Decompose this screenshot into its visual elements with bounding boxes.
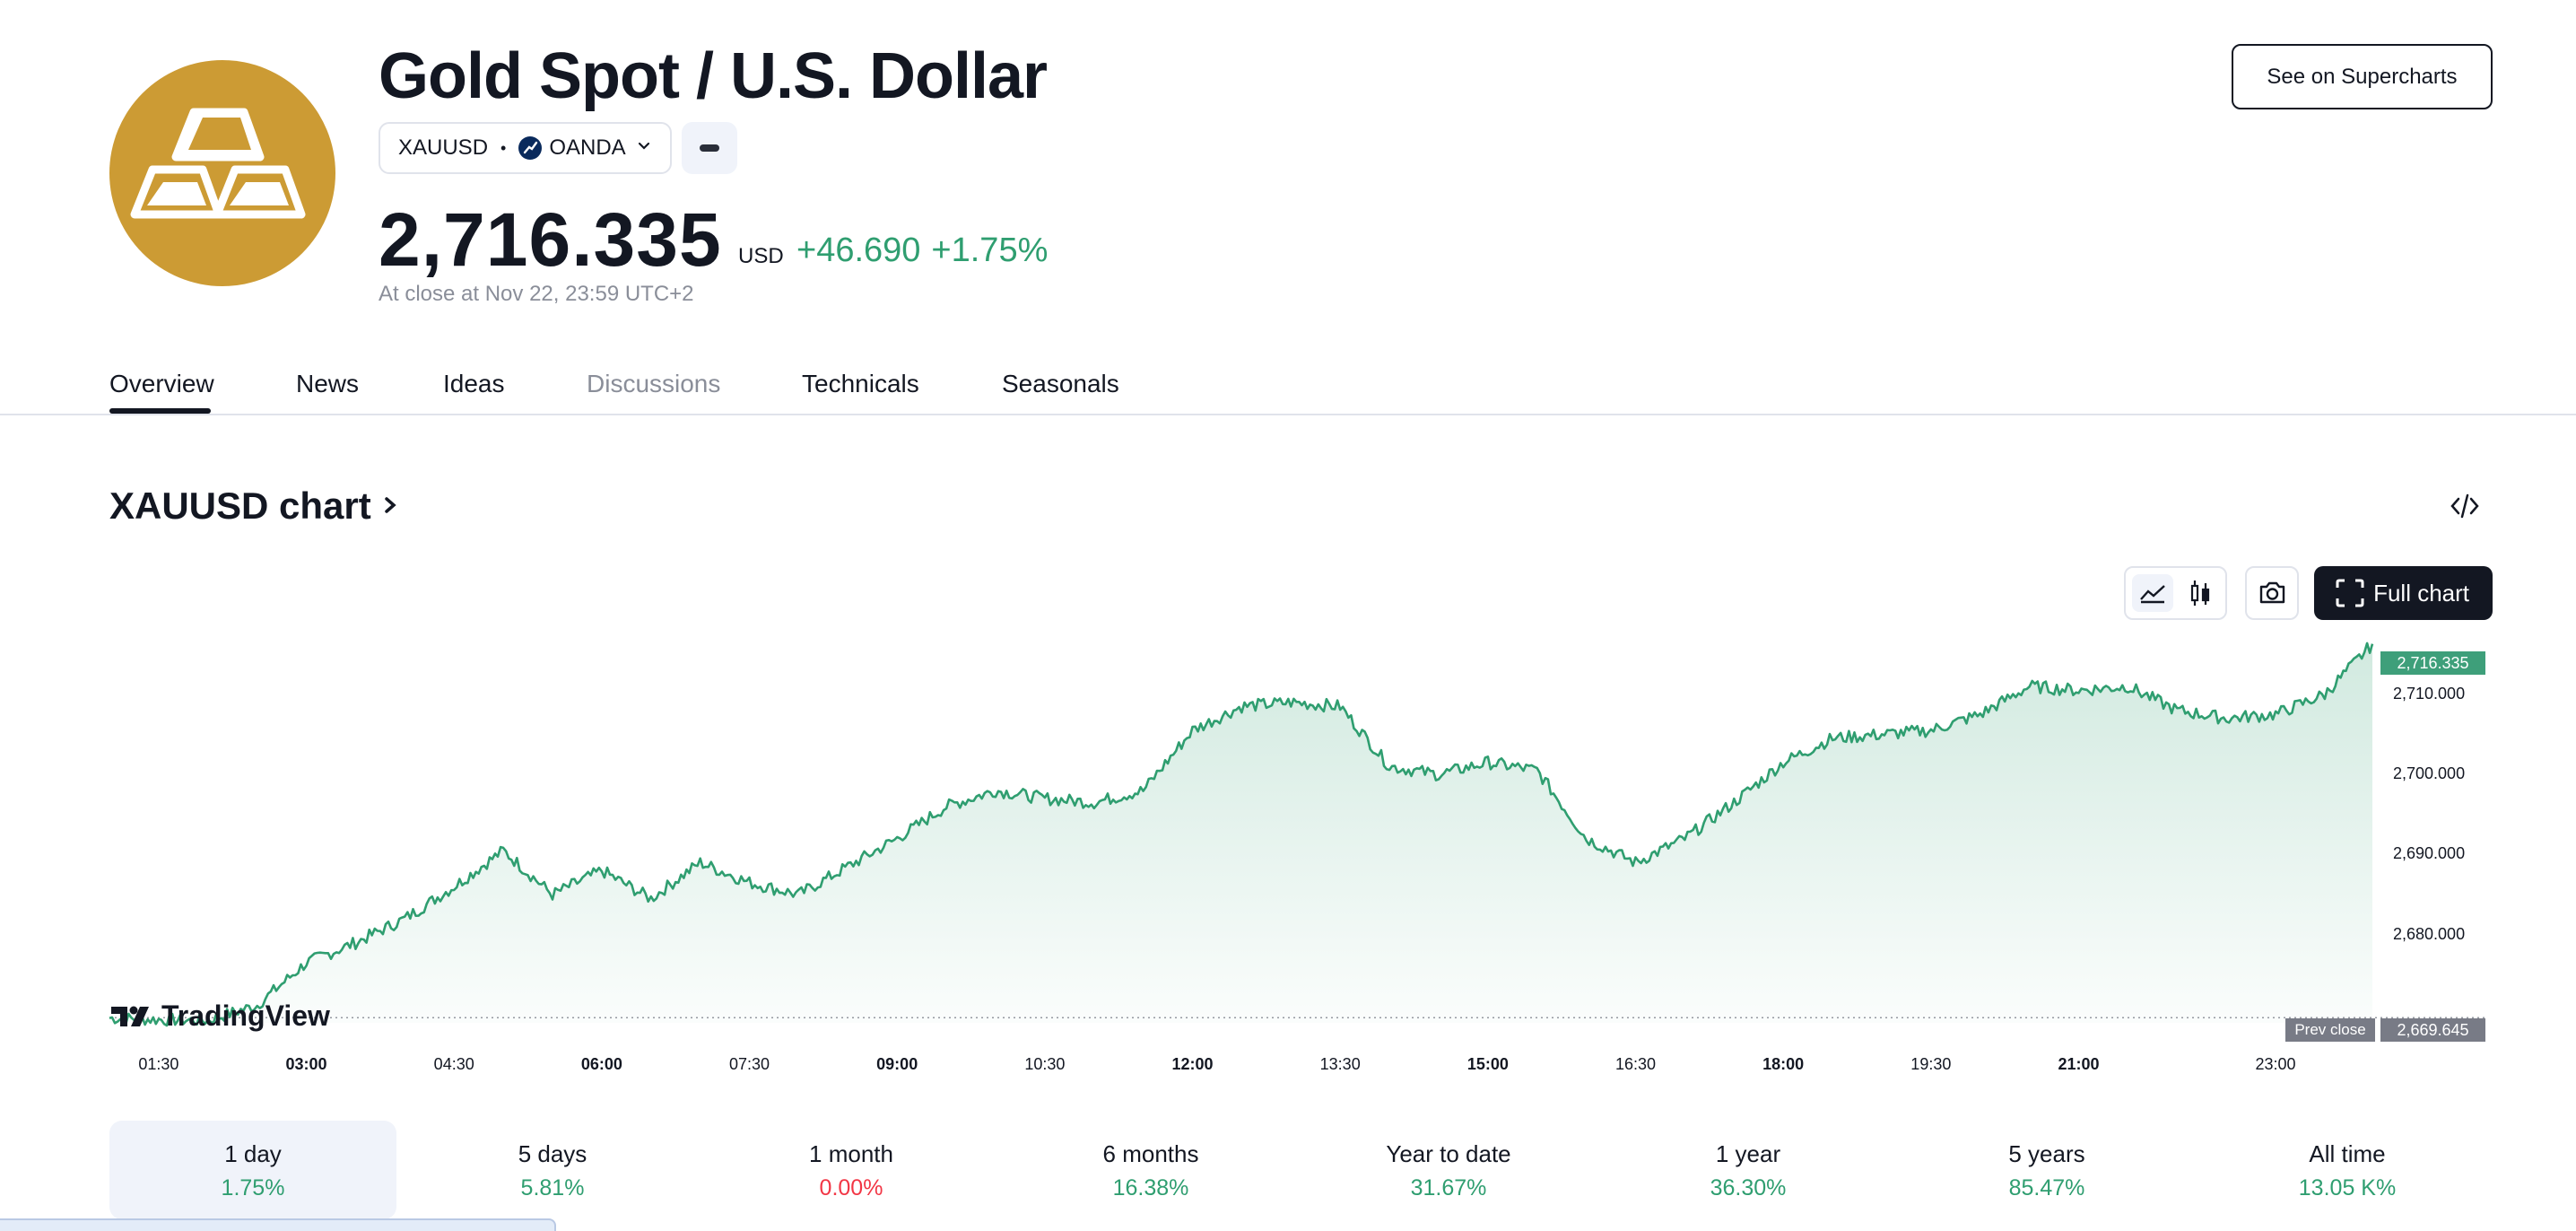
prev-close-label: Prev close — [2285, 1018, 2375, 1042]
active-tab-indicator — [109, 408, 211, 414]
period-label: 5 years — [2008, 1140, 2085, 1167]
period-value: 13.05 K% — [2298, 1175, 2397, 1200]
x-tick-label: 07:30 — [729, 1055, 770, 1073]
period-value: 16.38% — [1112, 1175, 1189, 1200]
tab-overview[interactable]: Overview — [109, 370, 214, 397]
x-tick-label: 03:00 — [285, 1055, 327, 1073]
period-performance: 1 day 1.75% 5 days 5.81% 1 month 0.00% 6… — [109, 1121, 2493, 1219]
last-price: 2,716.335 — [379, 197, 722, 282]
price-chart[interactable] — [0, 628, 2576, 1077]
fullscreen-icon — [2336, 579, 2364, 607]
price-area-fill — [109, 642, 2372, 1026]
change-percent: +1.75% — [931, 231, 1049, 269]
x-tick-label: 13:30 — [1319, 1055, 1361, 1073]
oanda-icon — [518, 136, 543, 160]
gold-bars-icon — [109, 60, 335, 286]
period-value: 36.30% — [1710, 1175, 1787, 1200]
x-tick-label: 06:00 — [580, 1055, 622, 1073]
price-series-line — [109, 642, 2374, 1027]
period-label: 1 year — [1715, 1140, 1781, 1167]
x-tick-label: 09:00 — [876, 1055, 918, 1073]
chevron-down-icon — [636, 135, 652, 161]
period-1-month[interactable]: 1 month 0.00% — [708, 1121, 995, 1219]
period-6-months[interactable]: 6 months 16.38% — [1007, 1121, 1294, 1219]
tab-seasonals[interactable]: Seasonals — [1002, 370, 1119, 397]
symbol-ticker: XAUUSD — [398, 135, 489, 160]
period-value: 85.47% — [2008, 1175, 2085, 1200]
y-tick-label: 2,690.000 — [2393, 844, 2466, 863]
period-label: Year to date — [1386, 1140, 1511, 1167]
camera-icon[interactable] — [2245, 566, 2299, 620]
x-tick-label: 10:30 — [1024, 1055, 1066, 1073]
minus-icon[interactable] — [682, 122, 737, 174]
tab-news[interactable]: News — [296, 370, 360, 397]
y-tick-label: 2,710.000 — [2393, 684, 2466, 703]
x-tick-label: 12:00 — [1171, 1055, 1214, 1073]
period-1-year[interactable]: 1 year 36.30% — [1605, 1121, 1892, 1219]
period-5-days[interactable]: 5 days 5.81% — [409, 1121, 696, 1219]
symbol-selector[interactable]: XAUUSD • OANDA — [379, 122, 672, 174]
chevron-right-icon — [381, 485, 401, 527]
last-price-tag: 2,716.335 — [2380, 651, 2485, 675]
period-label: All time — [2309, 1140, 2386, 1167]
price-change: +46.690 +1.75% — [796, 231, 1058, 270]
x-tick-label: 16:30 — [1614, 1055, 1657, 1073]
chart-title: XAUUSD chart — [109, 485, 371, 527]
period-year-to-date[interactable]: Year to date 31.67% — [1305, 1121, 1592, 1219]
x-tick-label: 18:00 — [1762, 1055, 1805, 1073]
period-all-time[interactable]: All time 13.05 K% — [2204, 1121, 2491, 1219]
close-time: At close at Nov 22, 23:59 UTC+2 — [379, 282, 694, 306]
x-tick-label: 21:00 — [2058, 1055, 2100, 1073]
price-currency: USD — [738, 244, 784, 268]
embed-code-icon[interactable] — [2449, 490, 2481, 527]
tab-discussions[interactable]: Discussions — [587, 370, 721, 397]
period-label: 1 day — [224, 1140, 282, 1167]
tab-bar: Overview News Ideas Discussions Technica… — [0, 359, 2576, 415]
x-tick-label: 19:30 — [1910, 1055, 1952, 1073]
y-tick-label: 2,680.000 — [2393, 924, 2466, 943]
prev-close-value: 2,669.645 — [2380, 1018, 2485, 1042]
x-tick-label: 23:00 — [2255, 1055, 2296, 1073]
tab-technicals[interactable]: Technicals — [802, 370, 919, 397]
chart-title-link[interactable]: XAUUSD chart — [109, 485, 401, 528]
full-chart-label: Full chart — [2373, 579, 2469, 607]
separator-dot: • — [500, 138, 507, 157]
tradingview-logo[interactable]: TradingView — [109, 1000, 330, 1033]
page-title: Gold Spot / U.S. Dollar — [379, 40, 1048, 112]
period-value: 0.00% — [819, 1175, 883, 1200]
period-label: 6 months — [1102, 1140, 1199, 1167]
x-tick-label: 04:30 — [433, 1055, 474, 1073]
chart-style-toggle — [2124, 566, 2227, 620]
tab-ideas[interactable]: Ideas — [443, 370, 505, 397]
exchange-name: OANDA — [549, 135, 626, 160]
period-value: 31.67% — [1410, 1175, 1487, 1200]
see-on-supercharts-button[interactable]: See on Supercharts — [2232, 44, 2493, 109]
x-tick-label: 01:30 — [138, 1055, 179, 1073]
x-tick-label: 15:00 — [1466, 1055, 1509, 1073]
period-1-day[interactable]: 1 day 1.75% — [109, 1121, 396, 1219]
area-chart-icon[interactable] — [2132, 574, 2173, 612]
full-chart-button[interactable]: Full chart — [2314, 566, 2493, 620]
candlestick-icon[interactable] — [2180, 574, 2221, 612]
y-tick-label: 2,700.000 — [2393, 764, 2466, 783]
horizontal-scrollbar[interactable] — [0, 1218, 556, 1231]
period-label: 1 month — [809, 1140, 893, 1167]
tradingview-wordmark: TradingView — [161, 1000, 330, 1032]
period-label: 5 days — [518, 1140, 587, 1167]
period-value: 5.81% — [520, 1175, 585, 1200]
change-absolute: +46.690 — [796, 231, 921, 269]
period-value: 1.75% — [221, 1175, 285, 1200]
period-5-years[interactable]: 5 years 85.47% — [1903, 1121, 2190, 1219]
